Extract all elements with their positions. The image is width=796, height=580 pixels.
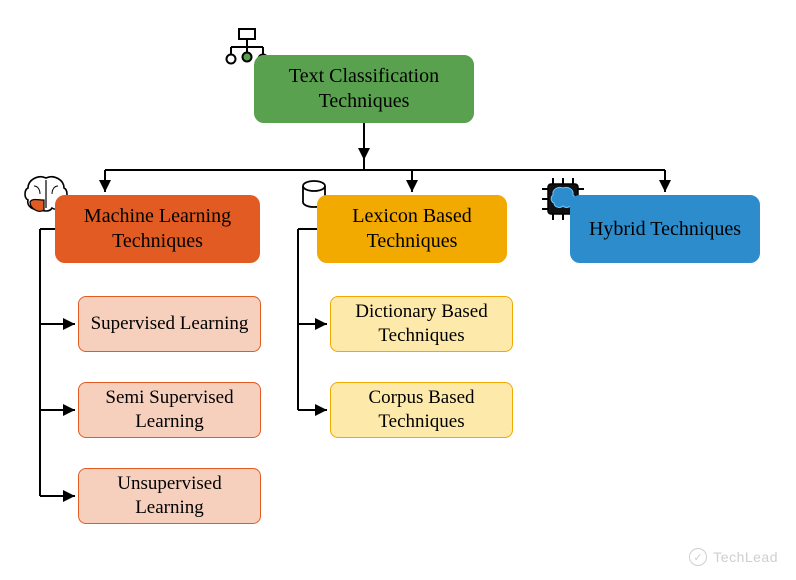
node-lexicon: Lexicon Based Techniques (317, 195, 507, 263)
node-hybrid: Hybrid Techniques (570, 195, 760, 263)
node-root: Text Classification Techniques (254, 55, 474, 123)
node-lexicon-label: Lexicon Based Techniques (328, 204, 496, 254)
node-semi-supervised: Semi Supervised Learning (78, 382, 261, 438)
node-unsupervised: Unsupervised Learning (78, 468, 261, 524)
node-ml: Machine Learning Techniques (55, 195, 260, 263)
node-ml-label: Machine Learning Techniques (66, 204, 249, 254)
watermark: ✓ TechLead (689, 548, 778, 566)
node-corpus-label: Corpus Based Techniques (341, 386, 502, 434)
watermark-text: TechLead (713, 549, 778, 565)
node-dictionary: Dictionary Based Techniques (330, 296, 513, 352)
node-supervised-label: Supervised Learning (91, 312, 249, 336)
node-root-label: Text Classification Techniques (265, 64, 463, 114)
watermark-icon: ✓ (689, 548, 707, 566)
node-hybrid-label: Hybrid Techniques (589, 217, 741, 242)
node-supervised: Supervised Learning (78, 296, 261, 352)
node-corpus: Corpus Based Techniques (330, 382, 513, 438)
node-unsupervised-label: Unsupervised Learning (89, 472, 250, 520)
node-dictionary-label: Dictionary Based Techniques (341, 300, 502, 348)
node-semi-label: Semi Supervised Learning (89, 386, 250, 434)
